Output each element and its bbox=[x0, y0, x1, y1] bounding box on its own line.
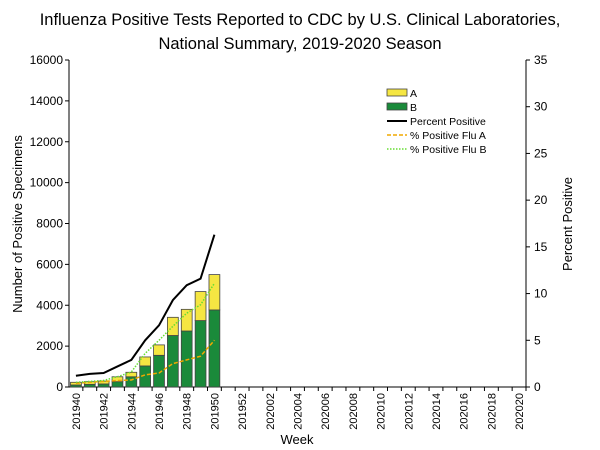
y-tick-label: 0 bbox=[56, 380, 63, 394]
y-tick-label: 4000 bbox=[36, 298, 63, 312]
y2-tick-label: 15 bbox=[534, 240, 548, 254]
legend-label: B bbox=[410, 102, 417, 114]
y2-axis-label: Percent Positive bbox=[560, 177, 575, 271]
y-tick-label: 2000 bbox=[36, 339, 63, 353]
y-tick-label: 14000 bbox=[30, 94, 64, 108]
x-tick-label: 202012 bbox=[403, 393, 415, 430]
y2-tick-label: 20 bbox=[534, 193, 548, 207]
bar-b bbox=[125, 376, 138, 388]
x-tick-label: 202006 bbox=[320, 393, 332, 430]
x-tick-label: 201950 bbox=[209, 393, 221, 430]
y-tick-label: 6000 bbox=[36, 257, 63, 271]
legend-label: % Positive Flu A bbox=[410, 130, 486, 142]
x-tick-label: 202020 bbox=[514, 393, 526, 430]
line-percent-positive bbox=[75, 234, 216, 377]
x-axis-label: Week bbox=[281, 432, 314, 447]
y-tick-label: 8000 bbox=[36, 217, 63, 231]
x-tick-label: 202018 bbox=[486, 393, 498, 430]
x-tick-label: 202016 bbox=[459, 393, 471, 430]
legend-label: Percent Positive bbox=[410, 116, 486, 128]
x-tick-label: 201942 bbox=[99, 393, 111, 430]
y2-tick-label: 30 bbox=[534, 100, 548, 114]
bar-a bbox=[139, 356, 151, 367]
legend-label: A bbox=[410, 88, 417, 100]
x-tick-label: 201944 bbox=[126, 393, 138, 430]
bar-b bbox=[97, 383, 110, 388]
bar-a bbox=[180, 308, 193, 332]
bar-b bbox=[153, 354, 165, 388]
legend-swatch bbox=[386, 102, 408, 111]
y2-tick-label: 10 bbox=[534, 287, 548, 301]
y-tick-label: 10000 bbox=[30, 176, 64, 190]
bar-b bbox=[167, 335, 179, 388]
x-tick-label: 201940 bbox=[71, 393, 83, 430]
y2-tick-label: 0 bbox=[534, 380, 541, 394]
bar-b bbox=[194, 320, 207, 388]
legend-label: % Positive Flu B bbox=[410, 144, 486, 156]
x-tick-label: 202010 bbox=[376, 393, 388, 430]
x-tick-label: 202008 bbox=[348, 393, 360, 430]
y-axis-label: Number of Positive Specimens bbox=[10, 135, 25, 313]
bar-a bbox=[208, 274, 221, 311]
bar-a bbox=[153, 344, 165, 356]
bar-a bbox=[125, 371, 138, 378]
legend-swatch bbox=[386, 88, 408, 97]
x-tick-label: 201948 bbox=[182, 393, 194, 430]
bar-b bbox=[111, 381, 124, 388]
y-tick-label: 16000 bbox=[30, 53, 64, 67]
y-tick-label: 12000 bbox=[30, 135, 64, 149]
x-tick-label: 202002 bbox=[265, 393, 277, 430]
x-tick-label: 202004 bbox=[293, 393, 305, 430]
bar-a bbox=[167, 316, 179, 336]
chart-title-line2: National Summary, 2019-2020 Season bbox=[158, 35, 441, 53]
line--positive-flu-a bbox=[75, 339, 215, 385]
y2-tick-label: 35 bbox=[534, 53, 548, 67]
bar-b bbox=[180, 330, 193, 388]
bar-b bbox=[208, 309, 221, 388]
x-tick-label: 201952 bbox=[237, 393, 249, 430]
x-tick-label: 201946 bbox=[154, 393, 166, 430]
y2-tick-label: 25 bbox=[534, 146, 548, 160]
chart-title-line1: Influenza Positive Tests Reported to CDC… bbox=[40, 11, 561, 29]
x-tick-label: 202014 bbox=[431, 393, 443, 430]
y2-tick-label: 5 bbox=[534, 333, 541, 347]
bar-a bbox=[194, 291, 207, 321]
